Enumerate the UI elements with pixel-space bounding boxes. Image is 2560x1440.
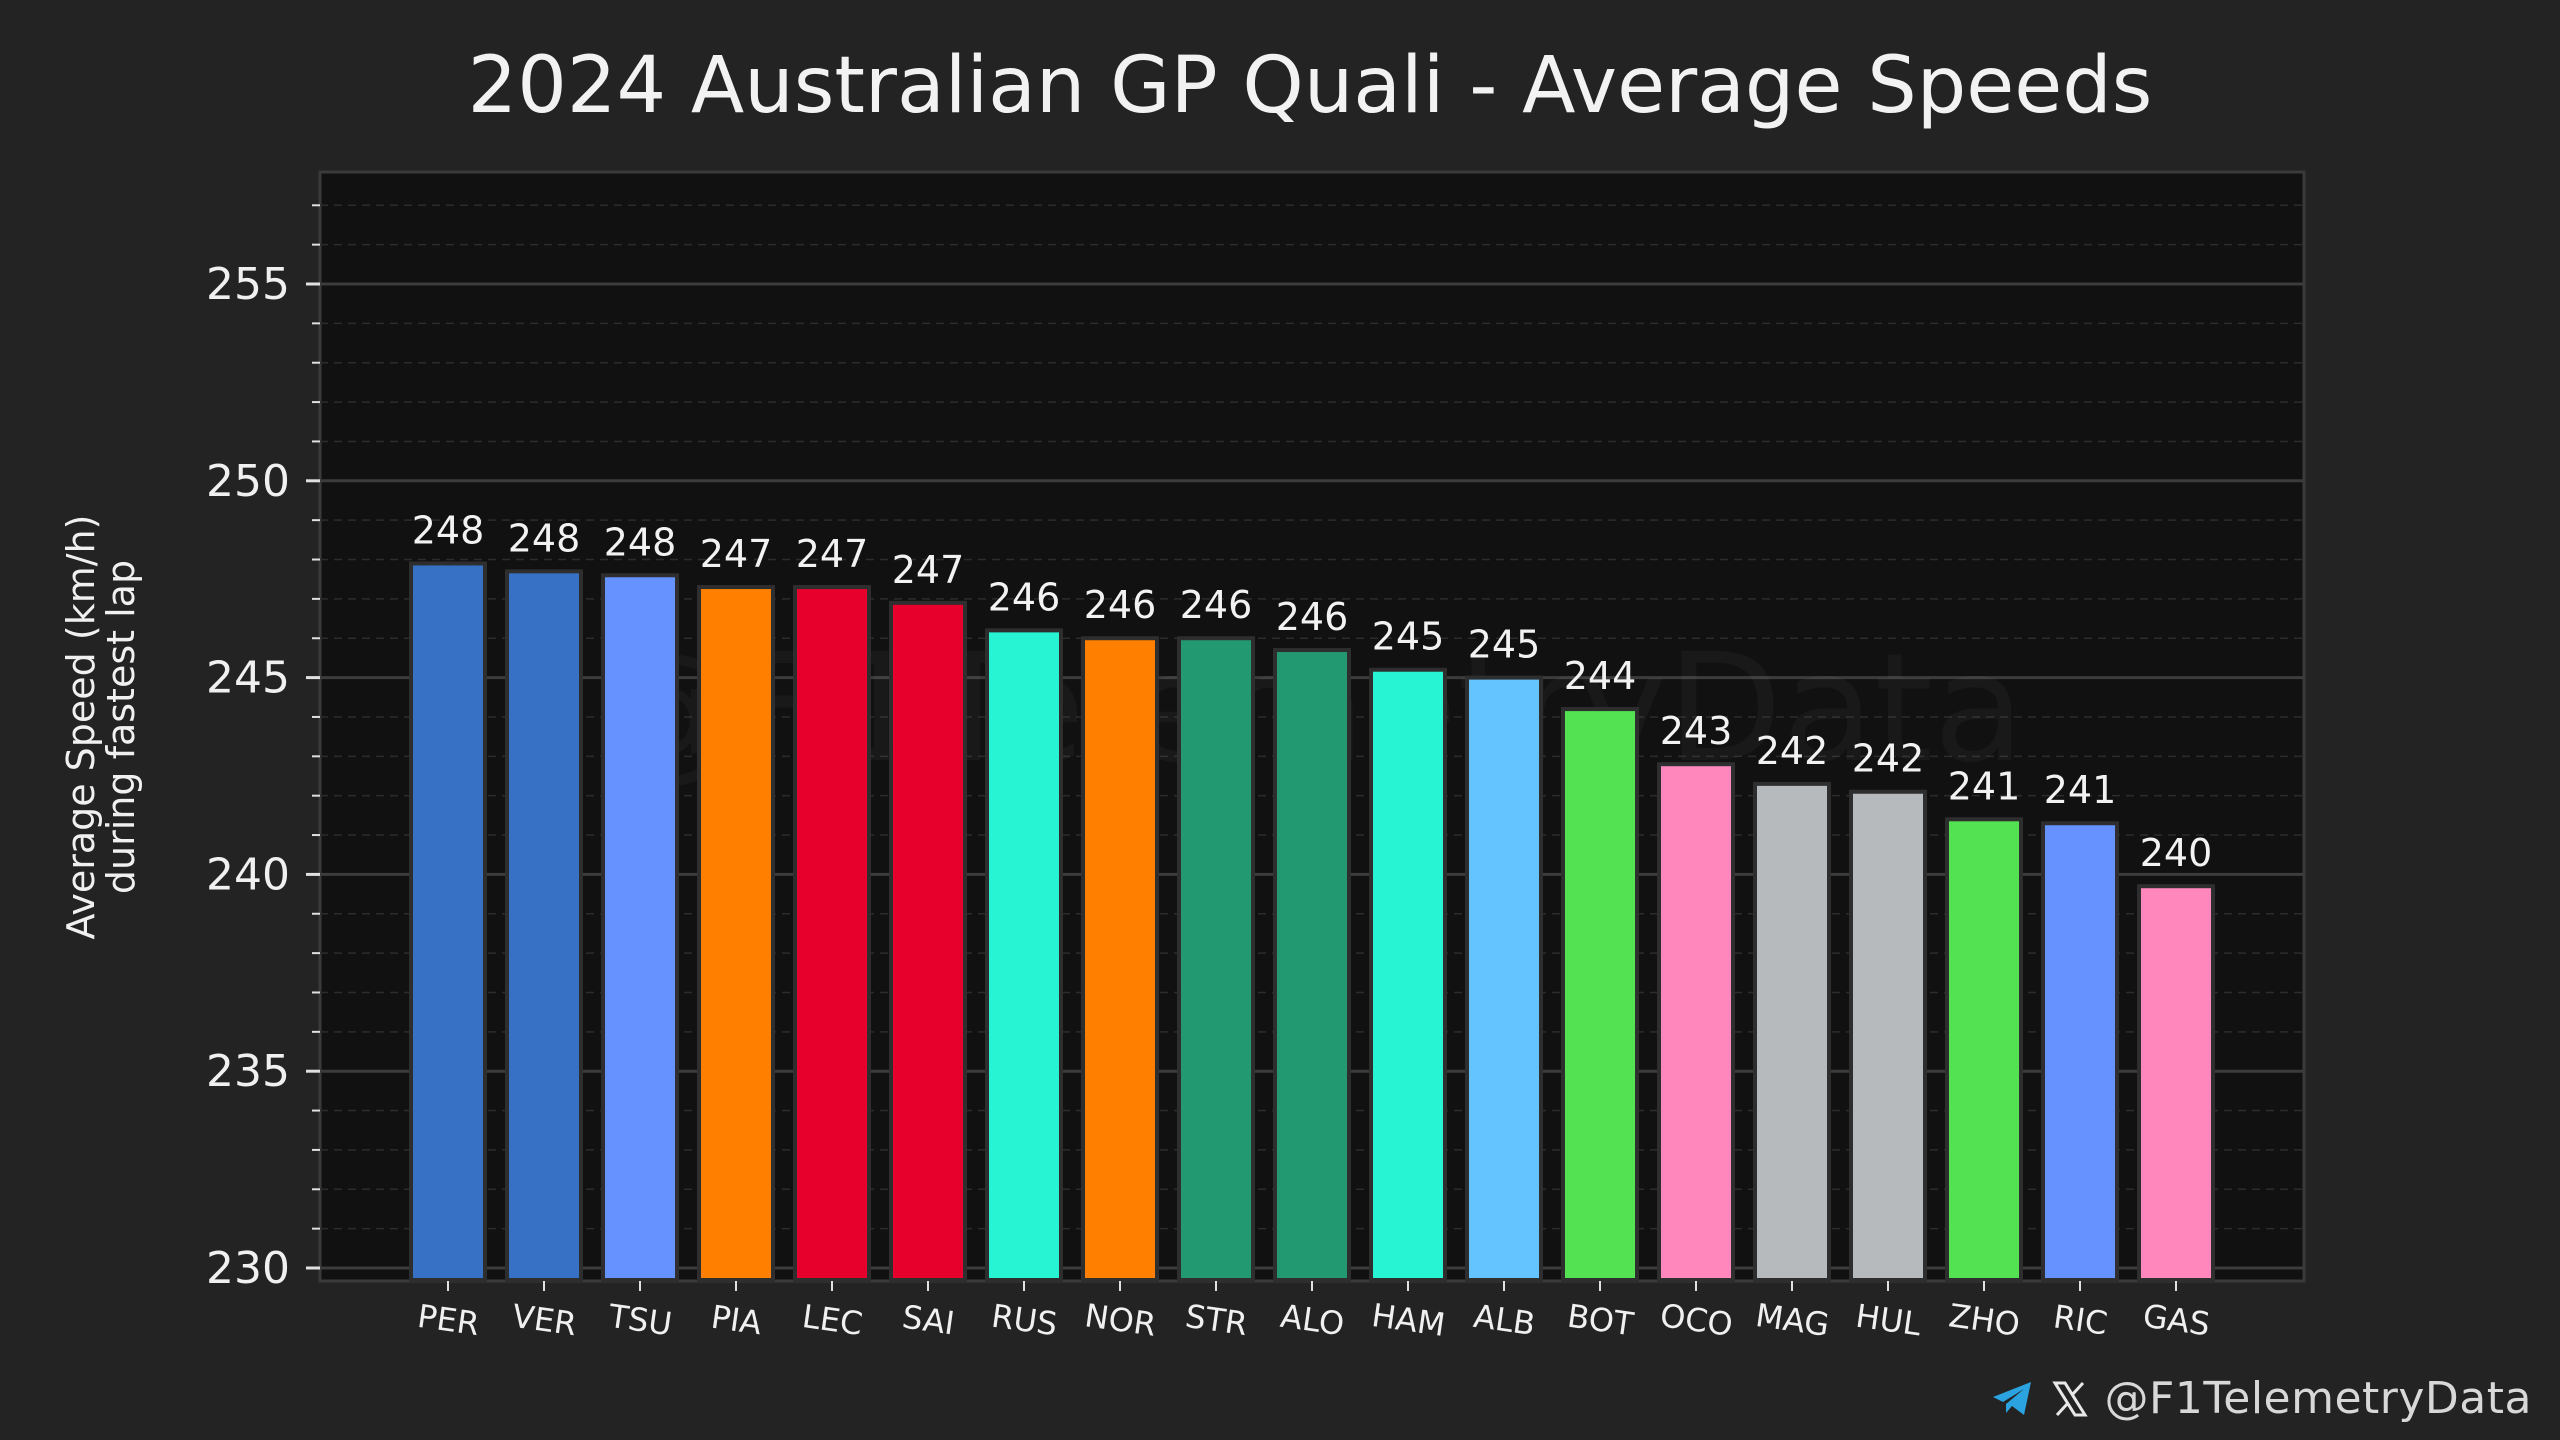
x-tick-label: HAM <box>1369 1296 1447 1344</box>
x-tick-label: BOT <box>1565 1297 1636 1344</box>
bar-alb <box>1465 675 1543 1282</box>
data-label: 248 <box>412 508 485 552</box>
bar-ham <box>1369 667 1447 1282</box>
x-tick-label: SAI <box>900 1298 957 1343</box>
data-label: 248 <box>604 520 677 564</box>
data-label: 243 <box>1660 709 1733 753</box>
bar-bot <box>1561 707 1639 1282</box>
x-tick-label: OCO <box>1658 1296 1735 1344</box>
x-tick-label: TSU <box>605 1297 674 1344</box>
chart-title: 2024 Australian GP Quali - Average Speed… <box>468 41 2153 131</box>
x-tick-label: STR <box>1183 1297 1250 1343</box>
x-tick-label: GAS <box>2141 1297 2213 1344</box>
x-tick-label: ALO <box>1278 1297 1346 1344</box>
bar-mag <box>1753 781 1831 1282</box>
bar-pia <box>697 585 775 1282</box>
data-label: 248 <box>508 516 581 560</box>
x-tick-label: NOR <box>1082 1296 1158 1344</box>
x-tick-label: HUL <box>1853 1297 1923 1344</box>
credit: @F1TelemetryData <box>1991 1373 2532 1424</box>
telegram-icon <box>1991 1380 2035 1418</box>
y-tick-label: 230 <box>206 1243 290 1294</box>
y-tick-label: 235 <box>206 1046 290 1097</box>
x-tick-label: LEC <box>800 1297 865 1343</box>
x-tick-label: ZHO <box>1947 1296 2023 1344</box>
x-tick-label: PER <box>415 1297 481 1343</box>
x-tick-label: VER <box>510 1297 579 1344</box>
y-axis-label-line1: Average Speed (km/h) <box>59 515 103 940</box>
bar-ver <box>505 569 583 1282</box>
x-tick-label: RIC <box>2051 1297 2110 1342</box>
bar-gas <box>2137 884 2215 1282</box>
bars-layer: 248 248 248 247 247 247 246 246 246 246 245 245 244 2… <box>409 508 2215 1283</box>
bar-oco <box>1657 762 1735 1282</box>
bar-alo <box>1273 648 1351 1282</box>
x-logo-icon <box>2051 1380 2089 1418</box>
data-label: 247 <box>796 532 869 576</box>
data-label: 246 <box>1276 595 1349 639</box>
bar-lec <box>793 585 871 1282</box>
y-tick-label: 240 <box>206 849 290 900</box>
bar-zho <box>1945 817 2023 1283</box>
bar-tsu <box>601 573 679 1282</box>
data-label: 242 <box>1756 729 1829 773</box>
data-label: 247 <box>892 548 965 592</box>
data-label: 242 <box>1852 737 1925 781</box>
bar-nor <box>1081 636 1159 1282</box>
axis-layer: 230 235 240 245 250 255 PER VER TSU PIA LEC SAI RUS N… <box>206 204 2213 1344</box>
y-axis-label: Average Speed (km/h) during fastest lap <box>59 515 143 940</box>
y-tick-label: 245 <box>206 653 290 704</box>
y-tick-label: 250 <box>206 456 290 507</box>
bar-rus <box>985 628 1063 1282</box>
bar-per <box>409 561 487 1282</box>
bar-str <box>1177 636 1255 1282</box>
bar-sai <box>889 600 967 1282</box>
credit-handle: @F1TelemetryData <box>2104 1373 2532 1424</box>
bar-hul <box>1849 789 1927 1283</box>
data-label: 245 <box>1468 623 1541 667</box>
data-label: 245 <box>1372 615 1445 659</box>
data-label: 246 <box>1180 583 1253 627</box>
data-label: 246 <box>988 575 1061 619</box>
data-label: 247 <box>700 532 773 576</box>
x-tick-label: ALB <box>1471 1297 1537 1343</box>
data-label: 240 <box>2140 831 2213 875</box>
y-tick-label: 255 <box>206 259 290 310</box>
x-tick-label: RUS <box>989 1297 1060 1344</box>
bar-ric <box>2041 821 2119 1282</box>
x-tick-label: MAG <box>1753 1296 1831 1344</box>
data-label: 246 <box>1084 583 1157 627</box>
x-tick-label: PIA <box>709 1298 765 1343</box>
data-label: 241 <box>1948 764 2021 808</box>
data-label: 244 <box>1564 654 1637 698</box>
data-label: 241 <box>2044 768 2117 812</box>
y-axis-label-line2: during fastest lap <box>99 560 143 894</box>
